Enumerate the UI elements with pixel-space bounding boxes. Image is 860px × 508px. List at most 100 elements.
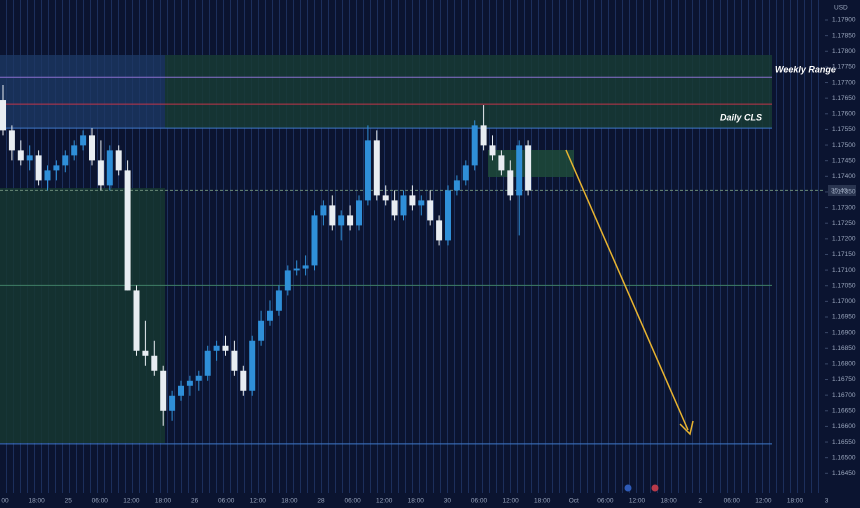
arrow-head <box>679 420 694 436</box>
x-tick-label: 3 <box>825 498 829 505</box>
candle-body <box>382 195 389 201</box>
y-tick-label: 1.17900 <box>832 17 856 24</box>
countdown: 35:43 <box>831 188 848 195</box>
y-tick-label: 1.16500 <box>832 454 856 461</box>
candle-body <box>160 370 167 411</box>
y-tick-label: 1.17850 <box>832 32 856 39</box>
y-tick-label: 1.17750 <box>832 64 856 71</box>
candle-body <box>0 100 6 131</box>
y-tick-label: 1.17300 <box>832 204 856 211</box>
demand-zone <box>0 188 165 443</box>
y-tick-label: 1.17100 <box>832 267 856 274</box>
x-tick-label: 06:00 <box>724 498 741 505</box>
candle-body <box>391 200 398 216</box>
y-tick-label: 1.16850 <box>832 345 856 352</box>
y-tick-label: 1.16450 <box>832 470 856 477</box>
x-tick-label: 18:00 <box>155 498 172 505</box>
candle-body <box>44 170 51 181</box>
candle-body <box>124 170 131 291</box>
candle-body <box>275 290 282 311</box>
candle-body <box>471 125 478 166</box>
x-tick-label: 12:00 <box>376 498 393 505</box>
candle-body <box>35 155 42 181</box>
x-tick-label: 28 <box>317 498 325 505</box>
currency-label: USD <box>834 5 848 12</box>
candle-body <box>480 125 487 146</box>
y-tick-label: 1.17400 <box>832 173 856 180</box>
candle-body <box>462 165 469 181</box>
y-tick-label: 1.17200 <box>832 236 856 243</box>
x-tick-label: 12:00 <box>502 498 519 505</box>
candle-body <box>258 320 265 341</box>
candle-body <box>445 190 451 241</box>
candle-body <box>347 215 354 226</box>
y-tick-label: 1.16550 <box>832 439 856 446</box>
weekly-range-zone <box>165 55 772 128</box>
y-tick-label: 1.17050 <box>832 282 856 289</box>
y-tick-label: 1.16950 <box>832 314 856 321</box>
candle-body <box>320 205 327 216</box>
x-tick-label: 25 <box>65 498 73 505</box>
y-tick-label: 1.17350 <box>832 189 856 196</box>
x-tick-label: 06:00 <box>92 498 109 505</box>
candle-body <box>409 195 416 206</box>
y-tick-label: 1.17250 <box>832 220 856 227</box>
x-tick-label: 06:00 <box>597 498 614 505</box>
candle-body <box>436 220 443 241</box>
y-tick-label: 1.17600 <box>832 111 856 118</box>
candle-body <box>142 350 149 356</box>
candle-body <box>498 155 505 171</box>
candle-body <box>169 395 176 411</box>
candle-body <box>26 155 33 161</box>
y-tick-label: 1.16700 <box>832 392 856 399</box>
price-axis-bg <box>825 0 860 508</box>
candle-body <box>204 350 211 376</box>
candle-body <box>418 200 425 206</box>
x-tick-label: 18:00 <box>787 498 804 505</box>
candle-body <box>293 268 300 271</box>
x-tick-label: 06:00 <box>218 498 235 505</box>
x-tick-label: 26 <box>191 498 199 505</box>
candle-body <box>329 205 336 226</box>
x-tick-label: Oct <box>569 498 579 505</box>
x-tick-label: 18:00 <box>281 498 298 505</box>
candle-body <box>231 350 238 371</box>
candle-body <box>71 145 78 156</box>
y-tick-label: 1.17000 <box>832 298 856 305</box>
candle-body <box>240 370 247 391</box>
event-icon <box>651 484 659 492</box>
y-tick-label: 1.17500 <box>832 142 856 149</box>
candle-body <box>133 290 140 351</box>
daily-cls-label: Daily CLS <box>720 112 762 122</box>
event-icon <box>624 484 632 492</box>
x-tick-label: 06:00 <box>344 498 361 505</box>
y-tick-label: 1.17700 <box>832 79 856 86</box>
time-axis-bg <box>0 493 825 508</box>
candle-body <box>373 140 380 196</box>
x-tick-label: 12:00 <box>755 498 772 505</box>
x-tick-label: 12:00 <box>123 498 140 505</box>
candle-body <box>186 380 193 386</box>
projection-arrow <box>565 149 689 431</box>
candle-body <box>195 375 202 381</box>
weekly-range-blue-zone <box>0 55 165 128</box>
candle-body <box>311 215 318 266</box>
candle-body <box>427 200 434 221</box>
y-tick-label: 1.16900 <box>832 329 856 336</box>
candle-body <box>97 160 104 186</box>
x-tick-label: 30 <box>444 498 452 505</box>
y-tick-label: 1.16600 <box>832 423 856 430</box>
candle-body <box>249 340 256 391</box>
candle-body <box>453 180 460 191</box>
y-tick-label: 1.17450 <box>832 157 856 164</box>
candle-body <box>17 150 24 161</box>
x-tick-label: 18:00 <box>28 498 45 505</box>
candle-body <box>151 355 158 371</box>
candle-body <box>356 200 362 226</box>
candle-body <box>525 145 532 191</box>
y-tick-label: 1.16800 <box>832 361 856 368</box>
x-tick-label: 06:00 <box>471 498 488 505</box>
candle-body <box>80 135 87 146</box>
candle-body <box>115 150 122 171</box>
